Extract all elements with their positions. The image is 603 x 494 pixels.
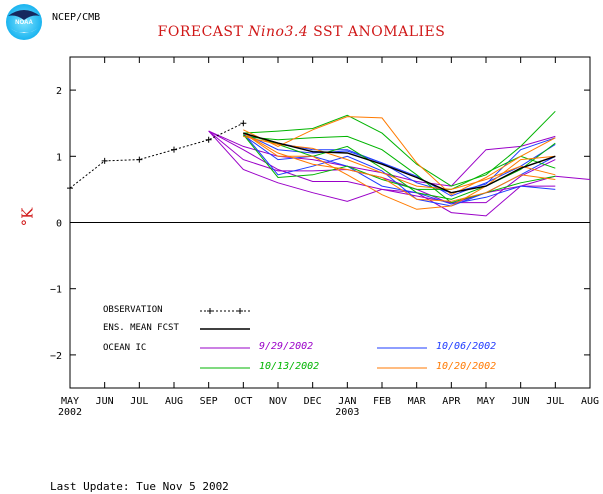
member-line-ic_1020: [243, 116, 556, 196]
x-tick-label: MAR: [408, 396, 427, 407]
chart-title: FORECAST Nino3.4 SST ANOMALIES: [0, 24, 603, 40]
y-axis-label: °K: [18, 207, 37, 227]
observation-point: [101, 157, 108, 164]
x-tick-label: SEP: [200, 396, 218, 407]
member-line-ic_1006: [243, 134, 556, 205]
legend-label-ic_0929: 9/29/2002: [259, 341, 313, 352]
member-line-ic_1006: [243, 132, 556, 197]
y-tick-label: −1: [50, 285, 62, 296]
legend-label-ic_1006: 10/06/2002: [436, 341, 496, 352]
title-region: Nino3.4: [248, 24, 309, 40]
observation-point: [240, 120, 247, 127]
legend-observation-label: OBSERVATION: [103, 305, 163, 315]
x-tick-label: OCT: [234, 396, 252, 407]
year-label: 2002: [58, 407, 82, 418]
x-tick-label: AUG: [581, 396, 599, 407]
last-update: Last Update: Tue Nov 5 2002: [50, 480, 229, 493]
legend-observation-mark: [237, 308, 243, 314]
x-tick-label: DEC: [304, 396, 322, 407]
x-tick-label: NOV: [269, 396, 287, 407]
x-tick-label: JAN: [338, 396, 356, 407]
agency-label: NCEP/CMB: [52, 12, 101, 23]
member-line-ic_0929: [208, 130, 591, 217]
member-line-ic_1020: [243, 132, 556, 202]
year-label: 2003: [335, 407, 359, 418]
noaa-logo: NOAA: [6, 4, 42, 40]
member-line-ic_1013: [242, 134, 556, 190]
member-line-ic_1020: [243, 135, 556, 190]
legend-observation-mark: [207, 308, 213, 314]
svg-text:NOAA: NOAA: [15, 20, 33, 26]
member-line-ic_1013: [243, 135, 556, 204]
legend-ocean-ic-heading: OCEAN IC: [103, 343, 146, 353]
title-suffix: SST ANOMALIES: [308, 24, 446, 40]
x-tick-label: FEB: [373, 396, 391, 407]
title-prefix: FORECAST: [157, 24, 249, 40]
observation-point: [136, 156, 143, 163]
member-line-ic_1013: [243, 110, 556, 187]
x-tick-label: AUG: [165, 396, 183, 407]
y-tick-label: 1: [56, 152, 62, 163]
observation-line: [69, 122, 244, 189]
x-tick-label: JUN: [96, 396, 114, 407]
x-tick-label: MAY: [61, 396, 79, 407]
observation-point: [205, 136, 212, 143]
legend-label-ic_1013: 10/13/2002: [259, 361, 319, 372]
x-tick-label: JUN: [512, 396, 530, 407]
ensemble-mean-line: [243, 132, 556, 194]
x-tick-label: JUL: [546, 396, 564, 407]
y-tick-label: 0: [56, 219, 62, 230]
x-tick-label: JUL: [130, 396, 148, 407]
x-tick-label: APR: [442, 396, 461, 407]
legend-mean-label: ENS. MEAN FCST: [103, 323, 179, 333]
observation-point: [67, 185, 73, 192]
y-tick-label: 2: [56, 86, 62, 97]
y-tick-label: −2: [50, 351, 62, 362]
x-tick-label: MAY: [477, 396, 495, 407]
legend-label-ic_1020: 10/20/2002: [436, 361, 496, 372]
observation-point: [171, 146, 177, 153]
